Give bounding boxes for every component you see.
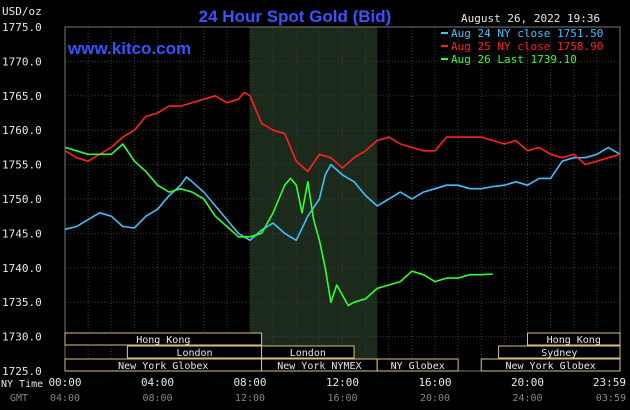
session-label: Sydney [541,348,577,359]
x-tick-label-ny: 20:00 [511,376,544,389]
legend-entry: Aug 25 NY close 1758.90 [451,40,603,53]
x-row2-label: GMT [10,393,28,404]
session-label: New York Globex [118,361,208,372]
x-tick-label-gmt: 16:00 [327,393,357,404]
x-tick-label-ny: 16:00 [418,376,451,389]
session-bar [527,332,621,346]
series-layer [64,91,621,307]
x-tick-label-gmt: 03:59 [596,393,626,404]
y-axis-label: USD/oz [2,5,42,18]
y-tick-label: 1770.0 [2,55,42,68]
x-tick-label-ny: 12:00 [326,376,359,389]
x-tick-label-gmt: 04:00 [50,393,80,404]
y-tick-label: 1735.0 [2,296,42,309]
x-tick-label-ny: 08:00 [233,376,266,389]
session-bar [261,345,355,359]
shaded-session-region [250,27,378,371]
session-label: London [290,348,326,359]
series-line-2 [64,143,493,307]
session-bars: Hong Kong London New York Globex London New … [64,332,621,372]
session-bar [376,358,459,372]
chart-title: 24 Hour Spot Gold (Bid) [199,7,392,26]
session-label: NY Globex [391,361,445,372]
y-tick-label: 1725.0 [2,365,42,378]
x-tick-label-gmt: 20:00 [420,393,450,404]
y-tick-label: 1755.0 [2,159,42,172]
x-row1-label: NY Time [1,379,43,390]
legend-entry: Aug 26 Last 1739.10 [451,53,577,66]
series-line-0 [64,146,621,242]
series-line-1 [64,91,621,173]
y-tick-label: 1740.0 [2,262,42,275]
session-label: London [176,348,212,359]
watermark: www.kitco.com [67,39,191,58]
y-tick-label: 1765.0 [2,90,42,103]
y-tick-label: 1745.0 [2,227,42,240]
x-tick-label-ny: 00:00 [48,376,81,389]
x-tick-label-gmt: 24:00 [512,393,542,404]
session-label: New York Globex [505,361,595,372]
session-label: Hong Kong [547,335,601,346]
y-tick-label: 1760.0 [2,124,42,137]
x-tick-label-gmt: 08:00 [142,393,172,404]
x-tick-label-gmt: 12:00 [235,393,265,404]
session-bar [498,345,621,359]
legend-entry: Aug 24 NY close 1751.50 [451,27,603,40]
session-bar [480,358,621,372]
y-tick-label: 1775.0 [2,21,42,34]
timestamp: August 26, 2022 19:36 [461,12,600,25]
x-tick-labels: 00:00 04:00 04:00 08:00 08:00 12:00 12:00 16:00… [48,376,626,404]
x-tick-label-ny: 23:59 [593,376,626,389]
y-tick-label: 1730.0 [2,331,42,344]
y-tick-labels: 1775.0 1770.0 1765.0 1760.0 1755.0 1750.0 1745… [2,21,42,378]
y-tick-label: 1750.0 [2,193,42,206]
session-label: Hong Kong [136,335,190,346]
x-tick-label-ny: 04:00 [141,376,174,389]
session-bar [64,332,263,346]
session-label: New York NYMEX [277,361,361,372]
